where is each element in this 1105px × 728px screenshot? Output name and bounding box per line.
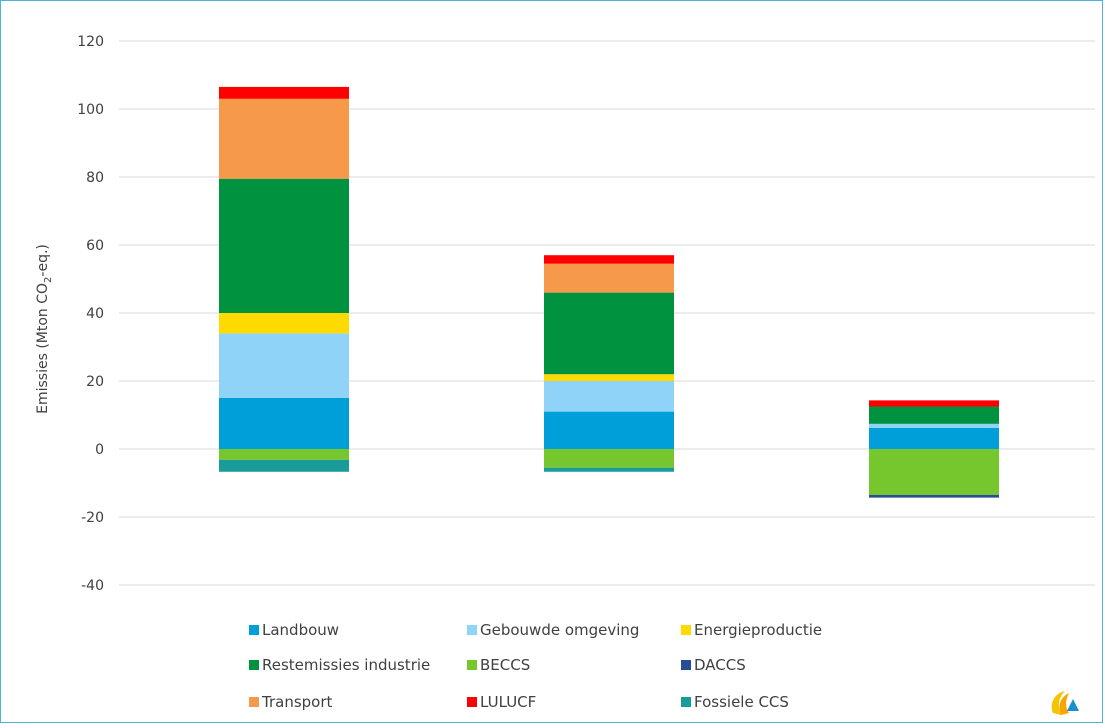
bar-segment: [544, 381, 674, 412]
legend-swatch: [467, 625, 477, 635]
legend-swatch: [249, 625, 259, 635]
bar-segment: [219, 98, 349, 179]
legend-item: Restemissies industrie: [249, 656, 430, 674]
bar-segment: [219, 459, 349, 472]
legend-swatch: [249, 697, 259, 707]
legend-item: Landbouw: [249, 621, 339, 639]
logo-icon: [1051, 691, 1079, 715]
legend-label: Landbouw: [262, 621, 339, 639]
y-tick-label: 120: [77, 34, 104, 50]
bar-segment: [219, 449, 349, 460]
legend-label: Restemissies industrie: [262, 656, 430, 674]
y-tick-label: -40: [81, 578, 104, 594]
y-tick-label: 100: [77, 102, 104, 118]
legend-swatch: [681, 697, 691, 707]
bar-segment: [869, 427, 999, 449]
legend-swatch: [681, 625, 691, 635]
bar-segment: [219, 333, 349, 398]
bar-segment: [544, 374, 674, 381]
y-axis-label: Emissies (Mton CO2-eq.): [35, 244, 54, 414]
bar-segment: [869, 406, 999, 424]
bar-segment: [869, 449, 999, 495]
legend-item: Transport: [249, 693, 333, 711]
bar-segment: [544, 292, 674, 375]
bar-segment: [869, 494, 999, 498]
legend-swatch: [249, 660, 259, 670]
bar-segment: [544, 467, 674, 472]
bar-segment: [219, 86, 349, 99]
bar-segment: [544, 263, 674, 293]
legend-item: DACCS: [681, 656, 746, 674]
y-tick-label: 80: [86, 170, 104, 186]
bar-segment: [869, 423, 999, 428]
legend-label: Fossiele CCS: [694, 693, 789, 711]
legend: Landbouw Gebouwde omgeving Energieproducti…: [249, 621, 822, 711]
legend-label: Energieproductie: [694, 621, 822, 639]
legend-item: Fossiele CCS: [681, 693, 789, 711]
y-tick-label: 0: [95, 442, 104, 458]
y-tick-label: -20: [81, 510, 104, 526]
bar-segment: [219, 398, 349, 449]
bar-segment: [219, 178, 349, 313]
y-axis-label-suffix: -eq.): [35, 244, 51, 276]
bar-segment: [544, 449, 674, 468]
y-tick-label: 40: [86, 306, 104, 322]
bar-segment: [544, 255, 674, 264]
legend-item: BECCS: [467, 656, 530, 674]
bars: [219, 86, 999, 498]
legend-label: Transport: [261, 693, 333, 711]
legend-swatch: [681, 660, 691, 670]
legend-item: Gebouwde omgeving: [467, 621, 639, 639]
legend-label: Gebouwde omgeving: [480, 621, 639, 639]
y-axis-ticks: -40 -20 0 20 40 60 80 100 120: [77, 34, 104, 594]
bar-segment: [869, 400, 999, 407]
y-axis-label-main: Emissies (Mton CO: [35, 283, 51, 414]
legend-item: LULUCF: [467, 693, 536, 711]
legend-label: BECCS: [480, 656, 530, 674]
legend-swatch: [467, 660, 477, 670]
y-tick-label: 60: [86, 238, 104, 254]
y-axis-label-subscript: 2: [43, 277, 54, 283]
legend-item: Energieproductie: [681, 621, 822, 639]
legend-label: LULUCF: [480, 693, 536, 711]
bar-segment: [219, 313, 349, 334]
bar-segment: [544, 411, 674, 449]
y-tick-label: 20: [86, 374, 104, 390]
legend-label: DACCS: [694, 656, 746, 674]
legend-swatch: [467, 697, 477, 707]
